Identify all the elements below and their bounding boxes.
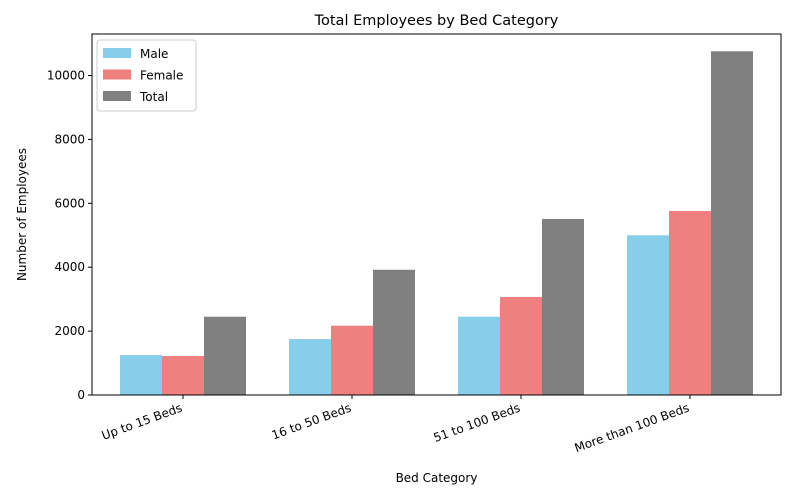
bar-total-4 [711, 51, 753, 395]
legend-label-total: Total [139, 90, 168, 104]
x-tick-label: 51 to 100 Beds [432, 401, 522, 445]
bar-female-1 [162, 356, 204, 395]
legend-swatch-total [103, 91, 131, 101]
x-tick-label: Up to 15 Beds [100, 401, 184, 443]
legend-label-female: Female [140, 69, 183, 83]
y-tick-label: 6000 [54, 196, 85, 210]
bar-female-2 [331, 325, 373, 395]
bar-male-2 [289, 339, 331, 395]
legend-swatch-female [103, 69, 131, 80]
y-axis-title: Number of Employees [15, 148, 29, 281]
bar-total-2 [373, 269, 415, 395]
x-axis: Up to 15 Beds 16 to 50 Beds 51 to 100 Beds… [100, 395, 691, 455]
x-tick-label: 16 to 50 Beds [270, 401, 353, 443]
legend-label-male: Male [140, 47, 168, 61]
y-tick-label: 2000 [54, 324, 85, 338]
y-tick-label: 0 [77, 388, 85, 402]
y-axis: 0 2000 4000 6000 8000 10000 [47, 69, 92, 402]
legend: Male Female Total [96, 39, 197, 112]
x-axis-title: Bed Category [396, 471, 478, 485]
bar-total-1 [204, 316, 246, 395]
bar-female-4 [669, 210, 711, 395]
bar-male-3 [458, 316, 500, 395]
x-tick-label: More than 100 Beds [573, 401, 691, 455]
y-tick-label: 8000 [54, 132, 85, 146]
bar-male-1 [120, 355, 162, 395]
bar-male-4 [627, 235, 669, 395]
legend-swatch-male [103, 48, 131, 58]
bar-female-3 [500, 296, 542, 395]
bar-total-3 [542, 218, 584, 395]
bars-group [120, 51, 753, 395]
chart-title: Total Employees by Bed Category [314, 13, 559, 29]
y-tick-label: 4000 [54, 260, 85, 274]
plot-frame [91, 33, 782, 396]
y-tick-label: 10000 [47, 69, 85, 83]
